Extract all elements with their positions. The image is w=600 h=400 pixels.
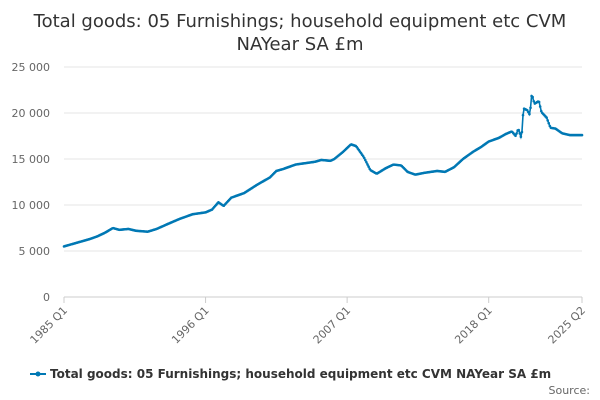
data-point bbox=[531, 95, 534, 99]
data-point bbox=[546, 119, 549, 122]
data-point bbox=[519, 135, 523, 139]
legend-marker-icon bbox=[35, 371, 41, 377]
data-point bbox=[364, 158, 367, 162]
gridlines bbox=[64, 66, 582, 298]
x-tick-label: 1985 Q1 bbox=[28, 304, 71, 347]
data-point bbox=[521, 113, 525, 117]
y-tick-label: 10 000 bbox=[12, 199, 51, 212]
data-point bbox=[528, 112, 531, 116]
y-tick-label: 5 000 bbox=[19, 245, 51, 258]
data-point bbox=[515, 132, 518, 135]
data-point bbox=[517, 128, 521, 132]
data-point bbox=[366, 163, 369, 166]
data-point bbox=[532, 99, 536, 103]
data-point bbox=[520, 130, 524, 134]
data-series bbox=[62, 94, 584, 248]
legend[interactable]: Total goods: 05 Furnishings; household e… bbox=[30, 367, 551, 381]
source-label: Source: bbox=[549, 384, 591, 397]
y-tick-label: 25 000 bbox=[12, 61, 51, 74]
data-point bbox=[367, 165, 370, 168]
data-point bbox=[538, 105, 542, 108]
data-point bbox=[547, 121, 551, 125]
y-tick-label: 20 000 bbox=[12, 107, 51, 120]
series-line bbox=[63, 94, 582, 248]
x-tick-label: 1996 Q1 bbox=[169, 304, 212, 347]
x-tick-label: 2007 Q1 bbox=[311, 304, 354, 347]
data-point bbox=[514, 134, 517, 138]
data-point bbox=[545, 116, 548, 119]
chart-title-line2: NAYear SA £m bbox=[237, 34, 364, 55]
chart-title-line1: Total goods: 05 Furnishings; household e… bbox=[33, 11, 567, 32]
data-point bbox=[362, 156, 366, 160]
x-tick-label: 2025 Q2 bbox=[546, 304, 589, 347]
data-point bbox=[580, 133, 584, 137]
data-point bbox=[537, 100, 541, 104]
y-tick-label: 0 bbox=[43, 291, 50, 304]
data-point bbox=[526, 108, 529, 112]
y-axis-ticks: 0 5 000 10 000 15 000 20 000 25 000 bbox=[12, 61, 51, 304]
data-point bbox=[518, 132, 522, 135]
legend-label: Total goods: 05 Furnishings; household e… bbox=[50, 367, 551, 381]
data-point bbox=[527, 110, 530, 114]
x-axis: 1985 Q1 1996 Q1 2007 Q1 2018 Q1 2025 Q2 bbox=[28, 297, 589, 347]
data-point bbox=[365, 161, 368, 164]
x-tick-label: 2018 Q1 bbox=[452, 304, 495, 347]
y-tick-label: 15 000 bbox=[12, 153, 51, 166]
data-point bbox=[529, 106, 532, 110]
